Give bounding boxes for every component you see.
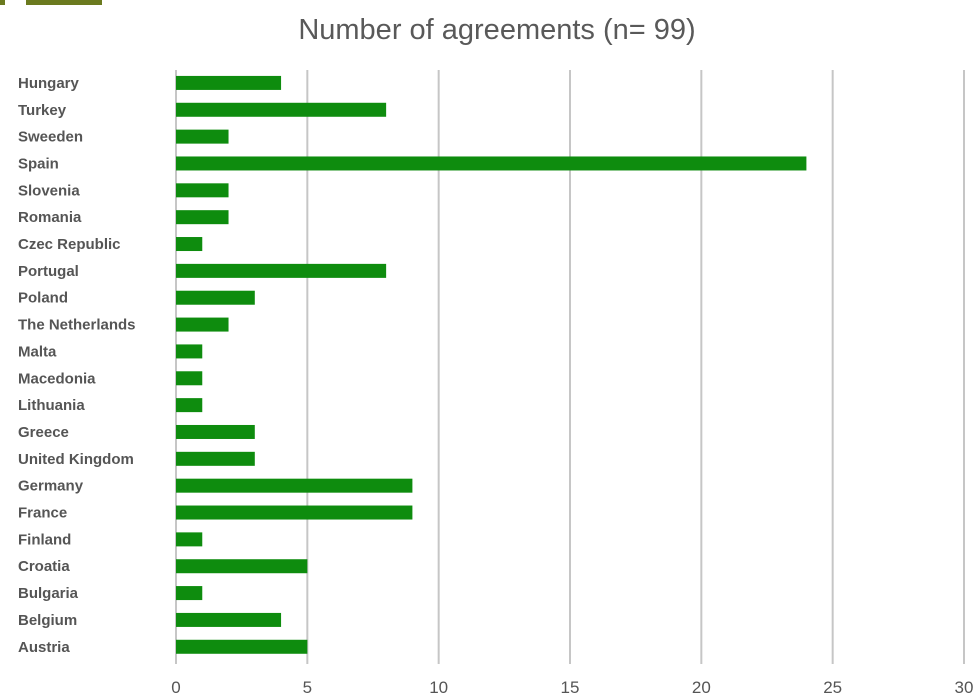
category-label: Poland (18, 290, 68, 307)
bar-lithuania (176, 398, 203, 413)
category-label: Bulgaria (18, 585, 79, 602)
x-tick-label: 0 (171, 678, 180, 697)
category-label: France (18, 505, 67, 522)
category-label: Turkey (18, 102, 67, 119)
bar-the-netherlands (176, 317, 229, 332)
bar-sweeden (176, 129, 229, 144)
bar-bulgaria (176, 586, 203, 601)
bar-poland (176, 290, 255, 305)
category-labels: Hungary Turkey Sweeden Spain Slovenia Romania… (18, 75, 136, 656)
x-tick-label: 25 (823, 678, 842, 697)
bar-slovenia (176, 183, 229, 198)
category-label: Sweeden (18, 129, 83, 146)
chart-title: Number of agreements (n= 99) (298, 14, 695, 46)
bars (176, 75, 807, 654)
bar-romania (176, 210, 229, 225)
logo-fragment-left (0, 0, 5, 5)
category-label: Malta (18, 343, 57, 360)
bar-malta (176, 344, 203, 359)
category-label: Germany (18, 478, 84, 495)
bar-spain (176, 156, 807, 171)
bar-greece (176, 424, 255, 439)
x-tick-label: 5 (303, 678, 312, 697)
bar-united-kingdom (176, 451, 255, 466)
x-tick-label: 30 (955, 678, 974, 697)
category-label: Slovenia (18, 182, 80, 199)
category-label: Austria (18, 639, 70, 656)
bar-austria (176, 639, 308, 654)
category-label: Greece (18, 424, 69, 441)
logo-fragment-right (26, 0, 102, 5)
bar-czec-republic (176, 237, 203, 252)
bar-germany (176, 478, 413, 493)
x-tick-label: 10 (429, 678, 448, 697)
x-tick-label: 20 (692, 678, 711, 697)
bar-finland (176, 532, 203, 547)
bar-turkey (176, 102, 387, 117)
category-label: Macedonia (18, 370, 96, 387)
category-label: Portugal (18, 263, 79, 280)
bar-macedonia (176, 371, 203, 386)
category-label: Romania (18, 209, 82, 226)
category-label: Lithuania (18, 397, 85, 414)
x-tick-label: 15 (561, 678, 580, 697)
category-label: Spain (18, 155, 59, 172)
category-label: The Netherlands (18, 317, 136, 334)
category-label: Finland (18, 531, 71, 548)
category-label: Czec Republic (18, 236, 121, 253)
category-label: United Kingdom (18, 451, 134, 468)
bar-croatia (176, 559, 308, 574)
bar-france (176, 505, 413, 520)
x-tick-labels: 0 5 10 15 20 25 30 (171, 678, 973, 697)
bar-portugal (176, 263, 387, 278)
bar-hungary (176, 75, 282, 90)
bar-belgium (176, 612, 282, 627)
category-label: Croatia (18, 558, 70, 575)
category-label: Hungary (18, 75, 80, 92)
category-label: Belgium (18, 612, 77, 629)
